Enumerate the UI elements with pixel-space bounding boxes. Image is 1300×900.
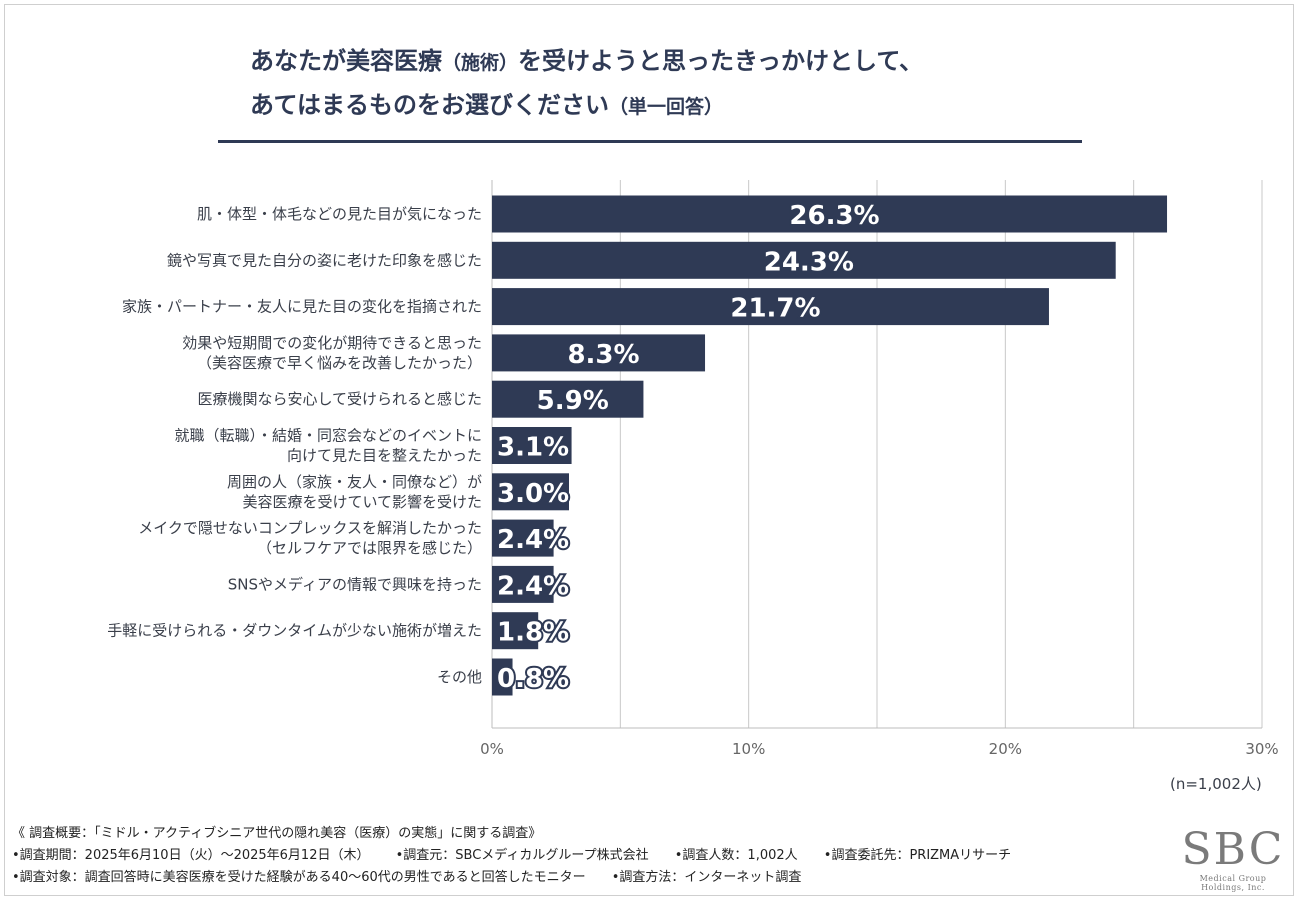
logo-subtext: Medical Group Holdings, Inc. bbox=[1199, 874, 1267, 892]
value-label-3: 8.3% bbox=[567, 340, 639, 370]
title-line2-main: あてはまるものをお選びください bbox=[250, 91, 610, 119]
bar-6 bbox=[492, 473, 569, 511]
category-label-0-0: 肌・体型・体毛などの見た目が気になった bbox=[197, 205, 482, 223]
footer-row-2: •調査対象：調査回答時に美容医療を受けた経験がある40～60代の男性であると回答… bbox=[12, 867, 1172, 889]
title-underline bbox=[218, 140, 1082, 143]
title-line1-main: あなたが美容医療 bbox=[250, 47, 442, 75]
footer-source: •調査元：SBCメディカルグループ株式会社 bbox=[395, 848, 649, 863]
bar-8 bbox=[492, 565, 554, 603]
bar-1 bbox=[492, 241, 1116, 279]
bar-5 bbox=[492, 427, 572, 464]
category-label-6-0: 周囲の人（家族・友人・同僚など）が bbox=[227, 473, 482, 491]
bar-3 bbox=[492, 334, 706, 372]
bar-7 bbox=[492, 519, 554, 557]
footer-period: •調査期間：2025年6月10日（火）～2025年6月12日（木） bbox=[12, 848, 370, 863]
title-line-1: あなたが美容医療（施術）を受けようと思ったきっかけとして、 bbox=[250, 40, 1110, 84]
category-label-6-1: 美容医療を受けていて影響を受けた bbox=[242, 493, 482, 511]
x-tick-label-1: 10% bbox=[732, 740, 765, 758]
x-tick-label-2: 20% bbox=[989, 740, 1022, 758]
value-label-8: 2.4% bbox=[497, 571, 569, 601]
value-label-0: 26.3% bbox=[789, 201, 879, 231]
category-label-5-0: 就職（転職）・結婚・同窓会などのイベントに bbox=[174, 427, 482, 445]
category-label-3-1: （美容医療で早く悩みを改善したかった） bbox=[197, 354, 482, 372]
category-label-8-0: SNSやメディアの情報で興味を持った bbox=[228, 575, 482, 593]
value-label-10: 0.8% bbox=[497, 664, 569, 694]
category-label-3-0: 効果や短期間での変化が期待できると思った bbox=[182, 334, 482, 352]
value-label-2: 21.7% bbox=[730, 294, 820, 324]
sbc-logo: SBC Medical Group Holdings, Inc. bbox=[1178, 824, 1288, 893]
value-label-4: 5.9% bbox=[537, 386, 609, 416]
value-label-9: 1.8% bbox=[497, 618, 569, 648]
value-label-1: 24.3% bbox=[764, 247, 854, 277]
bar-4 bbox=[492, 380, 644, 418]
footer-target: •調査対象：調査回答時に美容医療を受けた経験がある40～60代の男性であると回答… bbox=[12, 870, 586, 885]
category-label-5-1: 向けて見た目を整えたかった bbox=[287, 447, 482, 465]
bar-9 bbox=[492, 612, 539, 650]
category-label-2-0: 家族・パートナー・友人に見た目の変化を指摘された bbox=[122, 298, 482, 316]
footer-contractor: •調査委託先：PRIZMAリサーチ bbox=[823, 848, 1012, 863]
category-label-4-0: 医療機関なら安心して受けられると感じた bbox=[197, 390, 482, 408]
survey-footer: 《 調査概要：「ミドル・アクティブシニア世代の隠れ美容（医療）の実態」に関する調… bbox=[12, 823, 1172, 889]
bar-2 bbox=[492, 288, 1049, 326]
footer-summary: 《 調査概要：「ミドル・アクティブシニア世代の隠れ美容（医療）の実態」に関する調… bbox=[12, 826, 542, 841]
title-line-2: あてはまるものをお選びください（単一回答） bbox=[250, 84, 1110, 128]
footer-count: •調査人数：1,002人 bbox=[674, 848, 798, 863]
sample-size-note: (n=1,002人) bbox=[1170, 775, 1262, 793]
x-tick-label-3: 30% bbox=[1245, 740, 1278, 758]
x-tick-label-0: 0% bbox=[480, 740, 504, 758]
title-line1-paren: （施術） bbox=[442, 52, 519, 74]
logo-text: SBC bbox=[1181, 824, 1285, 875]
category-label-7-1: （セルフケアでは限界を感じた） bbox=[257, 539, 482, 557]
value-label-5: 3.1% bbox=[497, 433, 569, 463]
footer-method: •調査方法：インターネット調査 bbox=[611, 870, 802, 885]
category-label-1-0: 鏡や写真で見た自分の姿に老けた印象を感じた bbox=[167, 251, 482, 269]
title-line1-rest: を受けようと思ったきっかけとして、 bbox=[518, 47, 924, 75]
bar-0 bbox=[492, 195, 1168, 233]
chart-frame bbox=[4, 4, 1294, 896]
value-label-6: 3.0% bbox=[497, 479, 569, 509]
category-label-9-0: 手軽に受けられる・ダウンタイムが少ない施術が増えた bbox=[107, 622, 482, 640]
title-line2-paren: （単一回答） bbox=[609, 96, 724, 118]
footer-row-1: •調査期間：2025年6月10日（火）～2025年6月12日（木） •調査元：S… bbox=[12, 845, 1172, 867]
chart-title: あなたが美容医療（施術）を受けようと思ったきっかけとして、 あてはまるものをお選… bbox=[250, 40, 1110, 128]
category-label-7-0: メイクで隠せないコンプレックスを解消したかった bbox=[138, 519, 482, 537]
value-label-7: 2.4% bbox=[497, 525, 569, 555]
bar-10 bbox=[492, 658, 513, 696]
category-label-10-0: その他 bbox=[437, 668, 482, 686]
